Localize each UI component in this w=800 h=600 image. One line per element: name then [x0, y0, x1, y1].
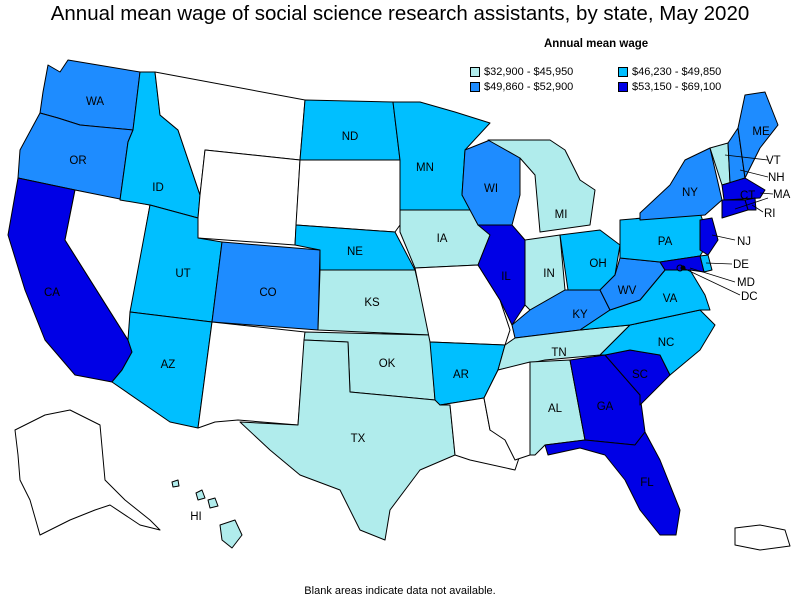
- label-nc: NC: [658, 337, 675, 349]
- label-mi: MI: [555, 209, 568, 221]
- label-in: IN: [543, 268, 555, 280]
- label-ok: OK: [379, 358, 396, 370]
- label-ga: GA: [597, 401, 614, 413]
- state-nm[interactable]: [197, 321, 306, 429]
- state-tx[interactable]: [239, 339, 456, 541]
- state-hi[interactable]: [171, 479, 243, 549]
- callout-line-ct: [734, 197, 769, 210]
- label-vt: VT: [766, 155, 781, 167]
- label-al: AL: [548, 403, 563, 415]
- state-sd[interactable]: [295, 159, 401, 233]
- callout-line-md: [689, 267, 736, 283]
- label-ne: NE: [347, 246, 363, 258]
- legend-swatch-bin-2: [618, 67, 628, 77]
- state-ak[interactable]: [14, 409, 161, 536]
- label-wv: WV: [618, 285, 637, 297]
- label-ky: KY: [572, 309, 588, 321]
- label-ar: AR: [453, 369, 469, 381]
- label-tx: TX: [351, 433, 366, 445]
- legend-item-bin-1: $32,900 - $45,950: [470, 66, 573, 78]
- state-ny[interactable]: [639, 147, 723, 221]
- label-fl: FL: [640, 477, 654, 489]
- label-oh: OH: [589, 258, 606, 270]
- legend-label-bin-1: $32,900 - $45,950: [484, 66, 574, 78]
- label-nj: NJ: [737, 236, 751, 248]
- legend-title: Annual mean wage: [544, 38, 649, 50]
- label-dc: DC: [741, 291, 758, 303]
- legend-label-bin-4: $53,150 - $69,100: [632, 81, 722, 93]
- state-pr[interactable]: [734, 524, 791, 551]
- callout-line-dc: [682, 267, 741, 296]
- state-ma[interactable]: [721, 177, 766, 201]
- label-ia: IA: [437, 233, 448, 245]
- label-az: AZ: [161, 359, 176, 371]
- callout-line-ma: [759, 192, 774, 195]
- callout-line-nj: [711, 234, 736, 241]
- legend-item-bin-2: $46,230 - $49,850: [618, 66, 721, 78]
- state-mi[interactable]: [487, 139, 596, 233]
- label-me: ME: [752, 126, 770, 138]
- label-sc: SC: [632, 369, 648, 381]
- legend-swatch-bin-1: [470, 67, 480, 77]
- label-mn: MN: [416, 162, 434, 174]
- label-hi: HI: [190, 511, 202, 523]
- label-ma: MA: [773, 189, 791, 201]
- label-ct: CT: [740, 190, 755, 202]
- label-id: ID: [152, 182, 164, 194]
- state-wy[interactable]: [197, 149, 301, 246]
- legend-item-bin-4: $53,150 - $69,100: [618, 81, 721, 93]
- legend-swatch-bin-4: [618, 82, 628, 92]
- label-nh: NH: [768, 172, 785, 184]
- state-md[interactable]: [659, 255, 705, 273]
- label-ks: KS: [364, 297, 380, 309]
- label-pa: PA: [658, 236, 673, 248]
- state-fl[interactable]: [544, 431, 681, 536]
- legend-swatch-bin-3: [470, 82, 480, 92]
- label-ny: NY: [682, 187, 698, 199]
- footnote: Blank areas indicate data not available.: [304, 585, 496, 597]
- label-il: IL: [501, 271, 511, 283]
- label-ca: CA: [44, 287, 60, 299]
- state-nj[interactable]: [699, 217, 719, 256]
- label-ri: RI: [764, 208, 776, 220]
- callout-line-de: [705, 262, 733, 265]
- label-va: VA: [663, 293, 678, 305]
- page-title: Annual mean wage of social science resea…: [50, 2, 750, 25]
- callout-line-nh: [739, 169, 769, 178]
- legend-label-bin-3: $49,860 - $52,900: [484, 81, 574, 93]
- label-co: CO: [259, 287, 276, 299]
- label-nd: ND: [342, 131, 359, 143]
- legend-item-bin-3: $49,860 - $52,900: [470, 81, 573, 93]
- legend-label-bin-2: $46,230 - $49,850: [632, 66, 722, 78]
- label-de: DE: [733, 259, 749, 271]
- label-tn: TN: [551, 347, 566, 359]
- label-ut: UT: [175, 268, 190, 280]
- label-or: OR: [69, 155, 86, 167]
- state-co[interactable]: [211, 241, 321, 331]
- label-md: MD: [737, 277, 755, 289]
- callout-line-ri: [751, 204, 764, 213]
- callout-line-vt: [724, 154, 769, 161]
- label-wi: WI: [484, 183, 498, 195]
- label-wa: WA: [86, 96, 104, 108]
- state-nd[interactable]: [299, 99, 401, 161]
